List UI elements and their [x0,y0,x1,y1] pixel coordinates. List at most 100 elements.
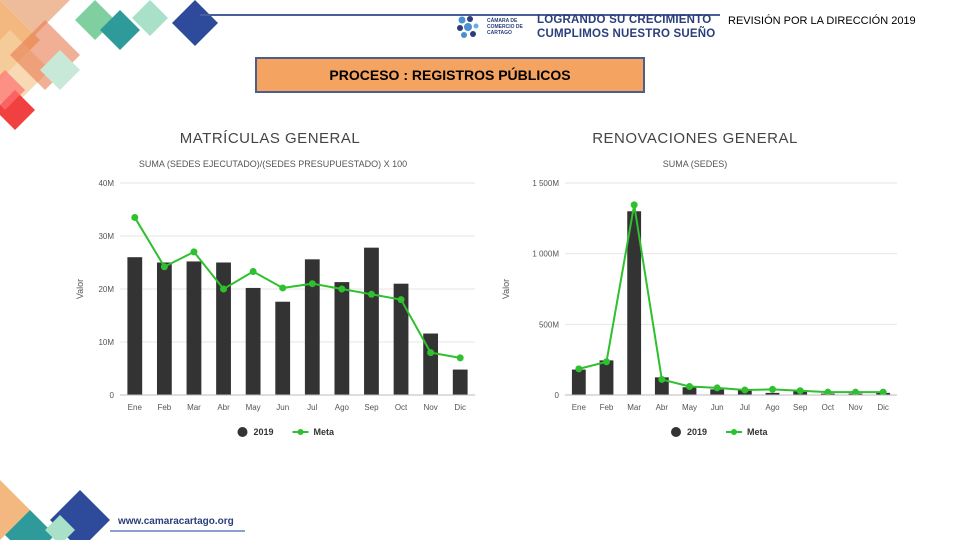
x-tick-label: Dic [454,403,466,412]
chart-title: MATRÍCULAS GENERAL [180,130,360,147]
x-tick-label: Ene [572,403,587,412]
meta-point [308,280,316,288]
meta-point [160,263,168,271]
meta-point [796,387,804,395]
chart-matriculas: MATRÍCULAS GENERAL SUMA (SEDES EJECUTADO)… [65,125,505,455]
bar [393,283,409,395]
meta-point [603,358,610,366]
renovaciones-chart-svg: RENOVACIONES GENERAL SUMA (SEDES) 0 500M 1 0… [501,130,897,437]
x-tick-label: Jul [740,403,750,412]
bar [216,262,231,395]
bar [127,257,143,395]
legend-marker-meta [297,429,304,435]
chart-renovaciones: RENOVACIONES GENERAL SUMA (SEDES) 0 500M 1 0… [495,125,935,455]
legend-label-meta: Meta [314,427,335,437]
y-axis-label: Valor [75,279,85,299]
x-tick-label: Ago [335,403,350,412]
logo-name: CÁMARA DE COMERCIO DE CARTAGO [487,18,523,36]
y-tick-label: 0 [110,391,115,400]
bar [186,261,202,395]
website-underline [110,530,245,532]
y-axis-label: Valor [501,279,511,299]
meta-point [397,296,405,304]
legend-marker-2019 [671,427,681,437]
meta-point [658,375,666,383]
x-tick-label: Sep [793,403,808,412]
y-tick-label: 30M [98,232,114,241]
x-tick-label: Oct [395,403,408,412]
decorative-diamonds [0,0,218,130]
bar [654,377,669,395]
meta-point [338,285,346,293]
x-tick-label: Dic [877,403,889,412]
meta-point [769,385,776,393]
bar [364,247,379,395]
slogan-line-2: CUMPLIMOS NUESTRO SUEÑO [537,28,716,40]
bar [156,262,172,395]
meta-point [575,365,583,373]
bar [710,389,725,395]
meta-point [190,248,198,256]
bar [275,301,291,395]
bar [599,360,614,395]
y-tick-label: 40M [98,179,114,188]
x-tick-label: Jun [276,403,289,412]
x-tick-label: Abr [656,403,669,412]
website-link[interactable]: www.camaracartago.org [118,516,234,527]
meta-line [133,216,461,359]
x-tick-label: Jul [307,403,317,412]
legend-label-2019: 2019 [254,427,274,437]
bar [334,282,350,395]
bar [627,211,642,395]
chart-subtitle: SUMA (SEDES EJECUTADO)/(SEDES PRESUPUEST… [139,159,407,169]
meta-point [852,388,859,396]
meta-point [456,354,464,362]
x-tick-label: Feb [157,403,171,412]
bar [571,369,586,395]
process-title: PROCESO : REGISTROS PÚBLICOS [329,67,571,83]
legend-marker-2019 [237,427,248,437]
meta-line [578,204,884,394]
chart-title: RENOVACIONES GENERAL [592,130,798,147]
bar [304,259,320,395]
x-tick-label: Nov [424,403,438,412]
matriculas-chart-svg: MATRÍCULAS GENERAL SUMA (SEDES EJECUTADO)… [75,130,475,437]
meta-point [879,388,887,396]
x-tick-label: Ene [128,403,143,412]
y-tick-label: 500M [539,320,559,329]
meta-point [367,290,375,298]
legend-label-2019: 2019 [687,427,707,437]
x-tick-label: Oct [822,403,835,412]
x-tick-label: May [682,403,697,412]
bar [245,287,261,395]
slogan: LOGRANDO SU CRECIMIENTO CUMPLIMOS NUESTR… [537,13,715,41]
process-title-box: PROCESO : REGISTROS PÚBLICOS [255,57,645,93]
meta-point [630,201,638,209]
x-tick-label: Nov [848,403,862,412]
meta-point [131,213,139,221]
review-label: REVISIÓN POR LA DIRECCIÓN 2019 [728,15,916,27]
x-tick-label: May [246,403,261,412]
y-tick-label: 10M [98,338,114,347]
meta-point [713,384,721,392]
meta-point [427,349,435,357]
x-tick-label: Ago [765,403,780,412]
decorative-diamonds-bottom [0,480,110,540]
x-tick-label: Feb [600,403,614,412]
bar [423,333,439,395]
bar [765,392,780,395]
legend-marker-meta [731,429,737,435]
chart-subtitle: SUMA (SEDES) [663,159,728,169]
y-tick-label: 1 000M [532,250,559,259]
x-tick-label: Mar [627,403,641,412]
header-divider [200,14,720,16]
y-tick-label: 1 500M [532,179,559,188]
meta-point [220,285,228,293]
meta-point [824,388,832,396]
y-tick-label: 20M [98,285,114,294]
chamber-logo: CÁMARA DE COMERCIO DE CARTAGO [455,14,529,40]
x-tick-label: Mar [187,403,201,412]
legend-label-meta: Meta [747,427,768,437]
meta-point [279,284,287,292]
meta-point [249,268,257,276]
